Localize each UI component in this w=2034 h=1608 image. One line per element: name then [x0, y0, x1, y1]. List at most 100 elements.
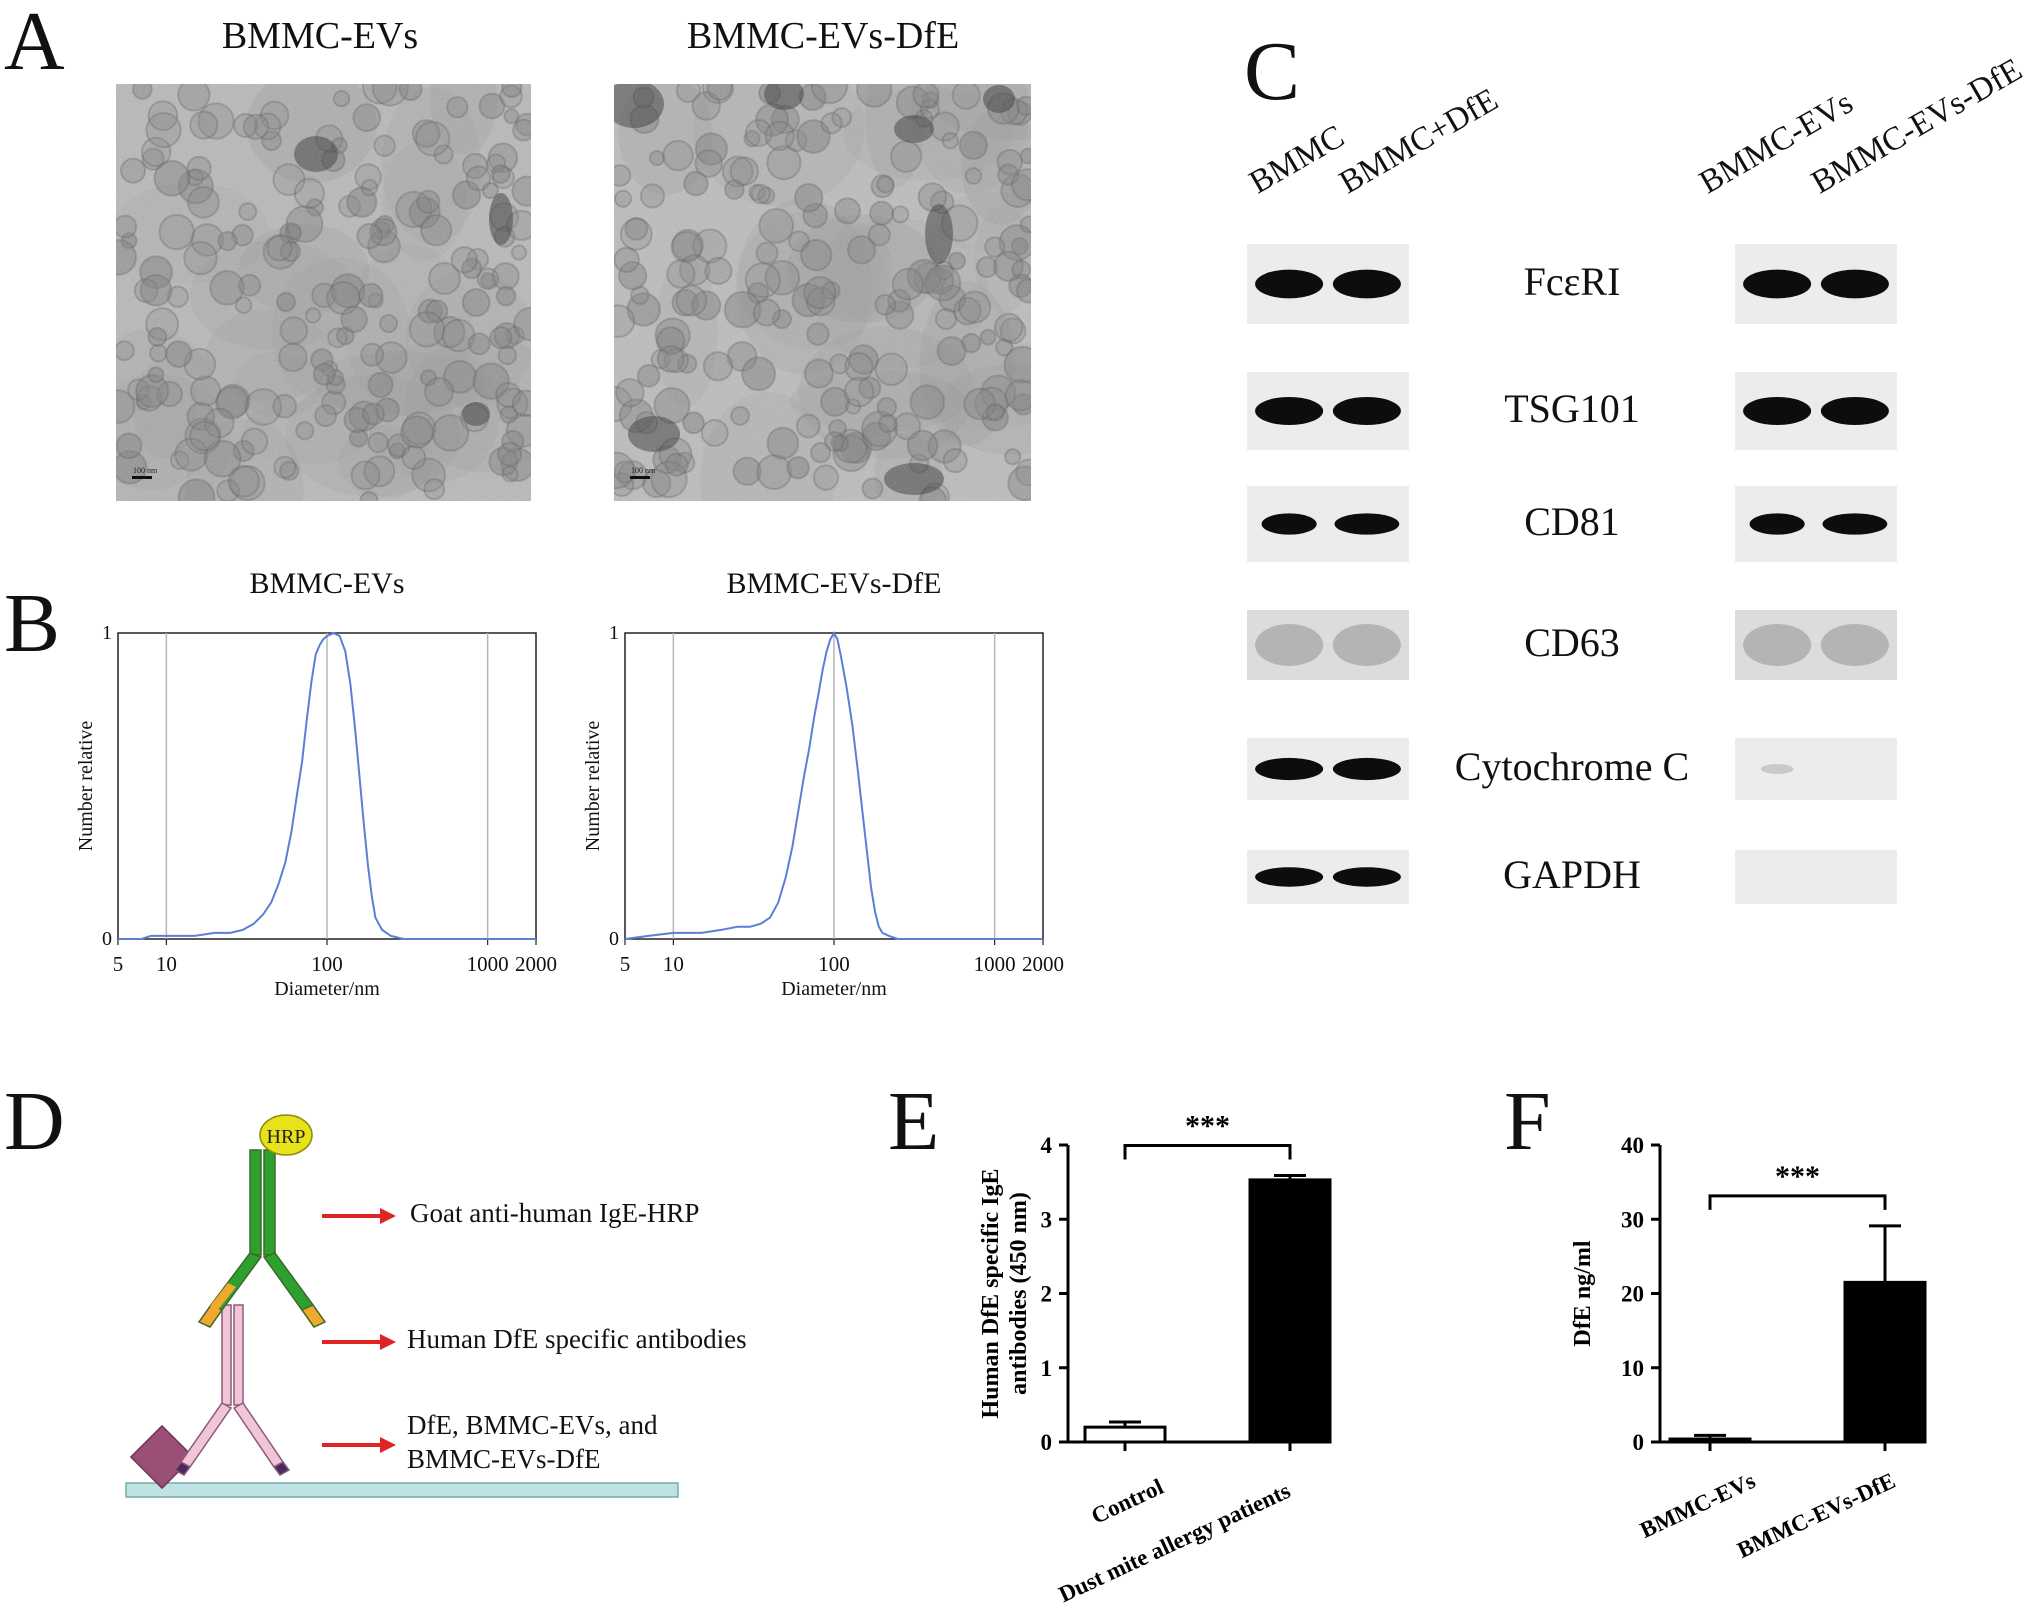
blot-left-6: [1247, 850, 1409, 904]
hrp-label: HRP: [267, 1126, 306, 1148]
band: [1255, 624, 1324, 666]
band: [1255, 269, 1324, 299]
x-axis-label: Diameter/nm: [781, 978, 887, 1000]
blot-right-3: [1735, 486, 1897, 562]
y-tick-label: 2: [1041, 1282, 1053, 1307]
band: [1334, 513, 1400, 535]
y-tick-label: 1: [609, 622, 619, 644]
x-category-label-2: Dust mite allergy patients: [1055, 1478, 1294, 1607]
blot-left-5: [1247, 738, 1409, 800]
protein-label-3: CD81: [1524, 499, 1620, 544]
x-category-label-1: BMMC-EVs: [1636, 1468, 1759, 1543]
panel-letter-b: B: [4, 577, 61, 670]
band: [1820, 624, 1889, 666]
significance-bracket: [1123, 1143, 1292, 1160]
y-tick-label: 3: [1041, 1207, 1053, 1232]
band: [1749, 513, 1805, 535]
tem-title-2: BMMC-EVs-DfE: [686, 15, 960, 57]
bar-1: [1668, 1437, 1752, 1444]
panel-letter-d: D: [4, 1075, 65, 1168]
panel-letter-c: C: [1244, 25, 1301, 118]
protein-label-2: TSG101: [1504, 386, 1640, 431]
protein-label-1: FcεRI: [1523, 259, 1621, 304]
blot-right-2: [1735, 372, 1897, 450]
scale-bar: [132, 476, 152, 479]
x-tick-label: 100: [818, 952, 850, 976]
y-tick-label: 30: [1621, 1207, 1644, 1232]
scale-bar: [630, 476, 650, 479]
arrow-line-1: [322, 1214, 382, 1218]
blot-left-4: [1247, 610, 1409, 680]
tem-title-1: BMMC-EVs: [221, 15, 419, 57]
arrow-head-1: [380, 1208, 396, 1224]
blot-left-1: [1247, 244, 1409, 324]
band: [1255, 867, 1324, 887]
band: [1332, 396, 1401, 426]
y-tick-label: 10: [1621, 1356, 1644, 1381]
blot-right-5: [1735, 738, 1897, 800]
y-tick-label: 1: [102, 622, 112, 644]
arrow-head-2: [380, 1334, 396, 1350]
human-dfe-antibody: [173, 1304, 291, 1476]
y-axis-label-line-2: antibodies (450 nm): [1006, 1192, 1032, 1395]
blot-left-3: [1247, 486, 1409, 562]
bar-1: [1083, 1425, 1167, 1444]
x-tick-label: 1000: [467, 952, 509, 976]
protein-label-6: GAPDH: [1503, 852, 1641, 897]
y-tick-label: 0: [102, 928, 112, 950]
y-tick-label: 0: [1041, 1430, 1053, 1455]
x-tick-label: 5: [113, 952, 124, 976]
scale-bar-label: 100 nm: [631, 466, 656, 475]
x-tick-label: 10: [156, 952, 177, 976]
lane-label-1: BMMC: [1243, 118, 1351, 202]
panel-letter-a: A: [4, 0, 65, 88]
band: [1743, 624, 1812, 666]
antigen-square: [129, 1424, 195, 1490]
band: [1261, 513, 1317, 535]
tem-image-bmmc-evs-dfe: 100 nm: [614, 84, 1031, 501]
blot-right-6: [1735, 850, 1897, 904]
legend-goat-anti-human-ige: Goat anti-human IgE-HRP: [410, 1198, 700, 1228]
x-tick-label: 10: [663, 952, 684, 976]
band: [1820, 269, 1889, 299]
panel-letter-e: E: [888, 1075, 940, 1168]
size-distribution-bmmc-evs-dfe: BMMC-EVs-DfE 5 10 100 1000 2000 0 1 Diameter/nm N…: [582, 567, 1064, 1000]
legend-antigens-line-1: DfE, BMMC-EVs, and: [407, 1410, 658, 1440]
x-tick-label: 2000: [1022, 952, 1064, 976]
elisa-schematic: HRP: [125, 1114, 679, 1498]
band: [1332, 867, 1401, 887]
protein-label-5: Cytochrome C: [1454, 744, 1690, 789]
blot-right-4: [1735, 610, 1897, 680]
tem-image-bmmc-evs: 100 nm: [116, 84, 531, 501]
blot-left-2: [1247, 372, 1409, 450]
x-tick-label: 5: [620, 952, 631, 976]
x-axis-label: Diameter/nm: [274, 978, 380, 1000]
y-tick-label: 1: [1041, 1356, 1053, 1381]
y-axis-label: Number relative: [75, 721, 97, 852]
x-tick-label: 100: [311, 952, 343, 976]
hrp-enzyme: [259, 1114, 313, 1156]
legend-human-dfe-antibodies: Human DfE specific antibodies: [407, 1324, 747, 1354]
y-tick-label: 4: [1041, 1133, 1053, 1158]
arrow-line-3: [322, 1443, 382, 1447]
x-category-label-1: Control: [1087, 1474, 1167, 1529]
distribution-line: [118, 631, 536, 940]
x-tick-label: 1000: [974, 952, 1016, 976]
x-category-label-2: BMMC-EVs-DfE: [1733, 1468, 1899, 1563]
y-tick-label: 20: [1621, 1282, 1644, 1307]
lane-label-2: BMMC+DfE: [1333, 81, 1505, 202]
y-tick-label: 40: [1621, 1133, 1644, 1158]
bar-2: [1248, 1178, 1332, 1444]
arrow-line-2: [322, 1340, 382, 1344]
significance-bracket: [1708, 1194, 1887, 1210]
y-axis-label-line-1: DfE ng/ml: [1570, 1240, 1596, 1346]
arrow-head-3: [380, 1437, 396, 1453]
tem-micrograph-1: 100 nm: [116, 84, 531, 501]
scale-bar-label: 100 nm: [133, 466, 158, 475]
dist-title-1: BMMC-EVs: [249, 567, 404, 600]
significance-stars: ***: [1185, 1109, 1230, 1142]
